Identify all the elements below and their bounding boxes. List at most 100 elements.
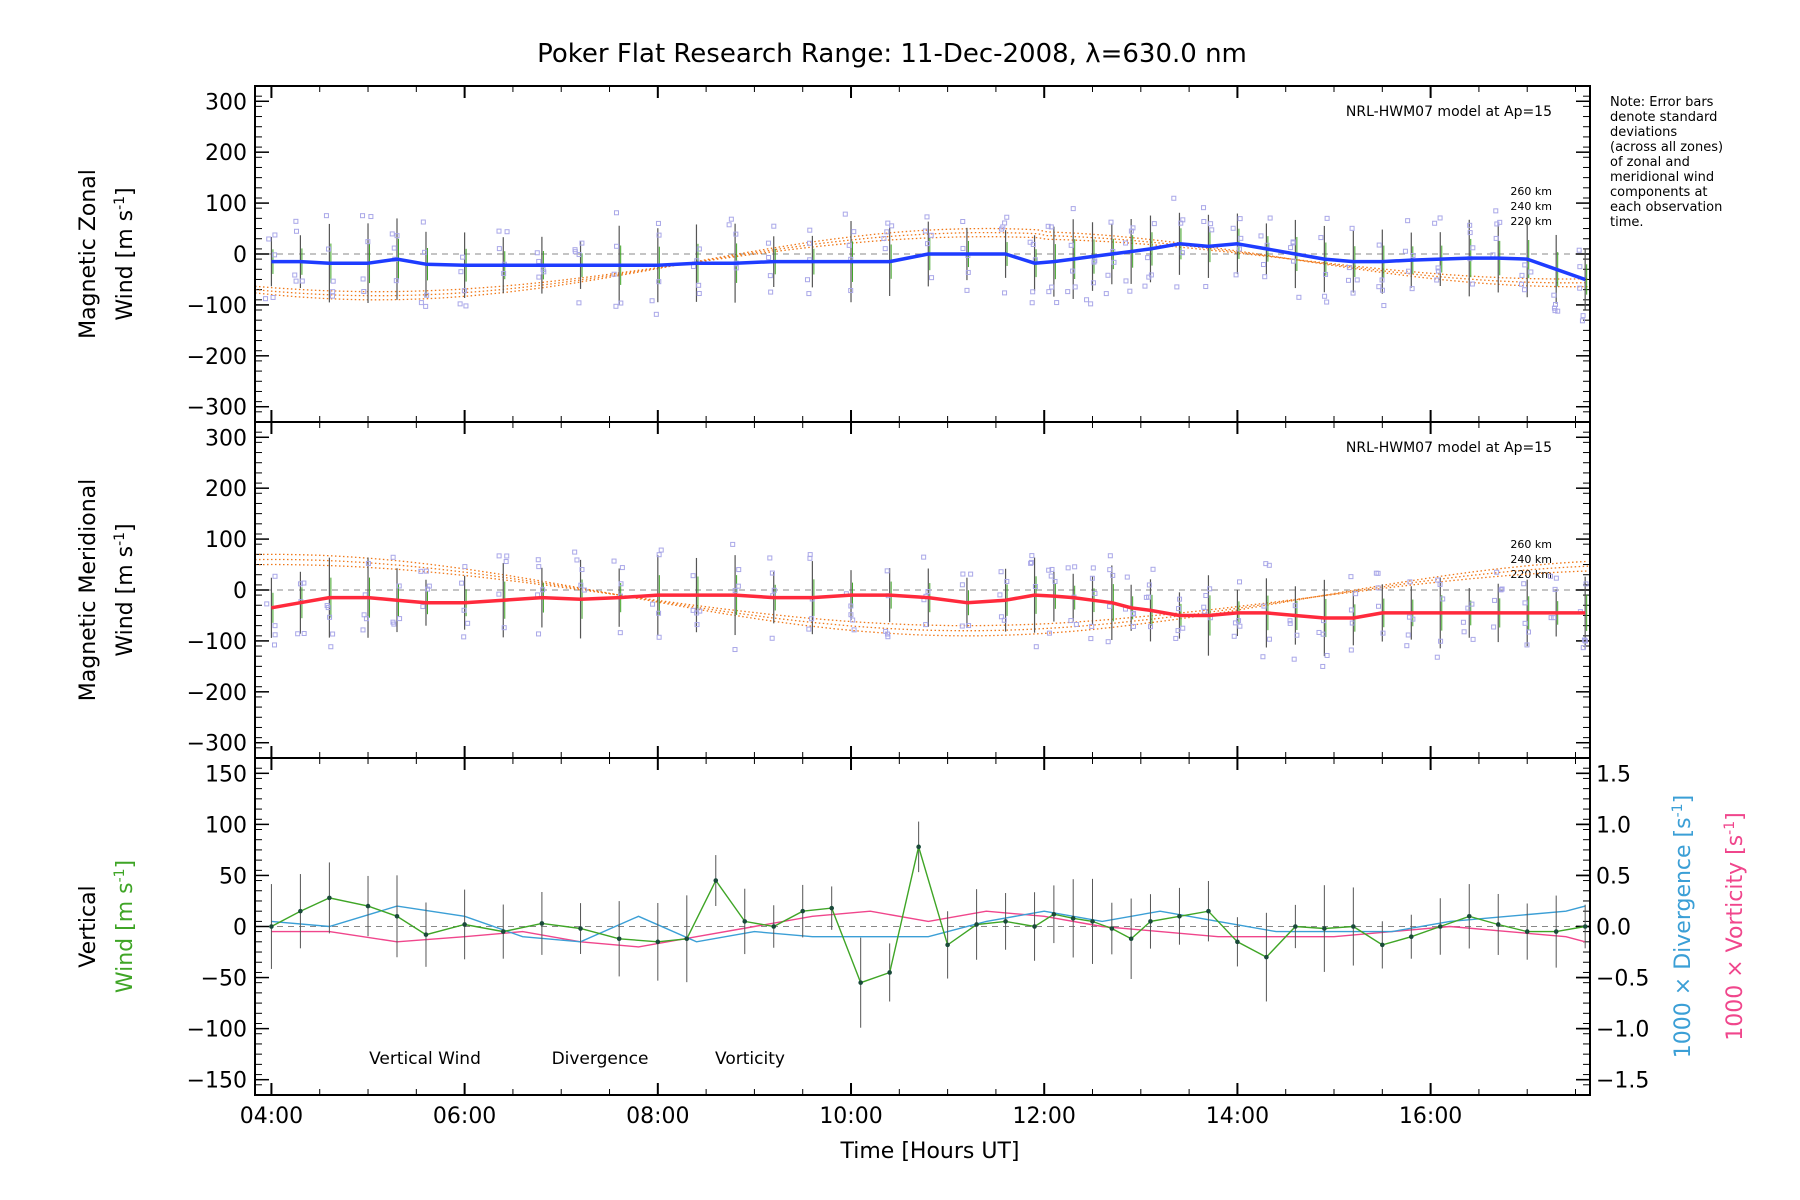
zone-point	[390, 554, 396, 560]
zone-point	[1209, 227, 1215, 233]
zone-point	[611, 271, 617, 277]
zone-point	[1092, 590, 1098, 596]
y-axis-label-line2-main: Wind [m s	[113, 882, 138, 993]
model-curve	[254, 553, 1589, 637]
y-axis-label-line2: Wind [m s-1]	[112, 523, 138, 656]
zone-point	[503, 559, 509, 565]
zone-point	[1409, 286, 1415, 292]
zone-point	[1180, 625, 1186, 631]
zone-point	[960, 245, 966, 251]
zone-point	[324, 603, 330, 609]
zone-point	[998, 614, 1004, 620]
zone-point	[733, 265, 739, 271]
model-curve	[254, 231, 1589, 297]
zone-point	[1287, 618, 1293, 624]
zone-point	[650, 601, 656, 607]
vertical-wind-point	[298, 908, 303, 914]
zone-point	[1579, 318, 1585, 324]
zone-point	[767, 555, 773, 561]
y2-tick-label: 1.0	[1596, 813, 1631, 838]
divergence-line	[271, 905, 1586, 943]
zone-point	[536, 274, 542, 280]
zone-point	[1238, 235, 1244, 241]
zone-point	[928, 232, 934, 238]
zone-point	[690, 573, 696, 579]
y-axis-label-line2: Wind [m s-1]	[112, 187, 138, 320]
zone-point	[1090, 565, 1096, 571]
zone-point	[1177, 596, 1183, 602]
zone-point	[1354, 277, 1360, 283]
zone-point	[425, 586, 431, 592]
chart-title: Poker Flat Research Range: 11-Dec-2008, …	[537, 39, 1247, 69]
zone-point	[574, 557, 580, 563]
zone-point	[1046, 630, 1052, 636]
y2-tick-label: −1.0	[1596, 1018, 1649, 1043]
zone-point	[1406, 268, 1412, 274]
y-tick-label: −50	[201, 967, 247, 992]
zone-point	[690, 607, 696, 613]
zone-point	[1107, 553, 1113, 559]
zone-point	[653, 311, 659, 317]
zone-point	[461, 288, 467, 294]
zone-point	[272, 623, 278, 629]
zone-point	[368, 214, 374, 220]
zone-point	[1288, 245, 1294, 251]
y-tick-label: 300	[205, 426, 247, 451]
zone-point	[272, 232, 278, 238]
zone-point	[960, 218, 966, 224]
note-line: denote standard	[1610, 110, 1717, 125]
x-axis: 04:00 06:00 08:00 10:00 12:00 14:00 16:00	[240, 1104, 1463, 1129]
zone-point	[1029, 300, 1035, 306]
y2-axis-label-vorticity: 1000 × Vorticity [s-1]	[1722, 812, 1748, 1040]
y-tick-label: 200	[205, 477, 247, 502]
zone-point	[1232, 620, 1238, 626]
zone-point	[1287, 620, 1293, 626]
y-axis-label-line2-main: Wind [m s	[113, 546, 138, 657]
vertical-wind-point	[1293, 924, 1298, 929]
zone-point	[807, 240, 813, 246]
zone-point	[1175, 628, 1181, 634]
zone-point	[1203, 284, 1209, 290]
zone-point	[1434, 654, 1440, 660]
vertical-wind-point	[1109, 926, 1115, 931]
zone-point	[968, 571, 974, 577]
zone-point	[1493, 235, 1499, 241]
zone-point	[696, 282, 702, 288]
zone-point	[1201, 604, 1207, 610]
model-alt-label: 260 km	[1510, 538, 1552, 551]
zone-point	[998, 569, 1004, 575]
x-tick-label: 10:00	[819, 1104, 882, 1129]
zone-point	[1497, 219, 1503, 225]
zone-point	[733, 231, 739, 237]
zone-point	[619, 565, 625, 571]
zone-point	[765, 240, 771, 246]
zone-point	[1407, 579, 1413, 585]
zone-point	[1267, 215, 1273, 221]
vertical-wind-point	[269, 924, 274, 929]
zone-point	[458, 269, 464, 275]
vertical-wind-point	[1032, 924, 1037, 929]
zone-point	[397, 616, 403, 622]
zone-point	[1461, 629, 1467, 635]
zone-point	[924, 214, 930, 220]
vertical-wind-point	[539, 921, 545, 926]
y-tick-label: −100	[187, 294, 247, 319]
zone-point	[1146, 594, 1152, 600]
zone-point	[613, 210, 619, 216]
zone-point	[536, 631, 542, 637]
zone-point	[1231, 633, 1237, 639]
zone-point	[1576, 247, 1582, 253]
zone-point	[266, 236, 272, 242]
zone-point	[462, 564, 468, 570]
zone-point	[292, 272, 298, 278]
y-tick-label: −150	[187, 1069, 247, 1094]
zone-point	[579, 240, 585, 246]
zone-point	[1148, 624, 1154, 630]
zone-point	[1146, 582, 1152, 588]
zone-point	[299, 278, 305, 284]
zone-point	[1577, 285, 1583, 291]
vertical-wind-point	[1206, 908, 1211, 914]
zone-point	[1201, 219, 1207, 225]
zone-point	[613, 303, 619, 309]
